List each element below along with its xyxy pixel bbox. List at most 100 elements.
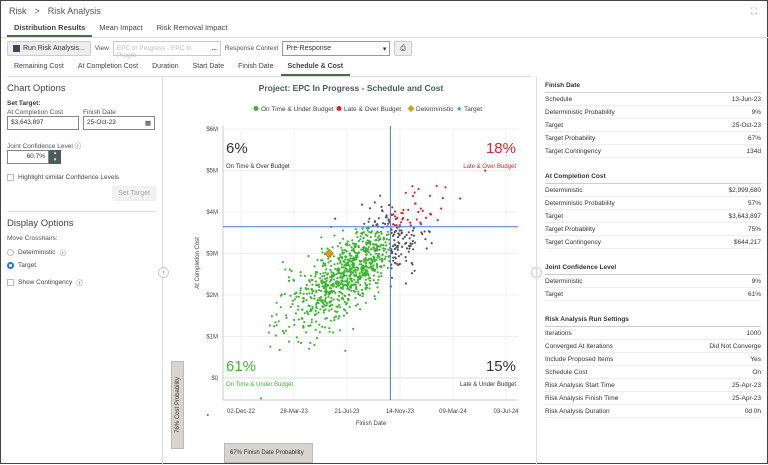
run-risk-analysis-button[interactable]: Run Risk Analysis... [7, 41, 91, 56]
scatter-point [410, 272, 414, 275]
help-icon[interactable]: ⓘ [74, 143, 82, 150]
cost-probability-tab[interactable]: 76% Cost Probability [171, 361, 184, 449]
finish-date-input[interactable]: 25-Oct-23 ▦ [83, 116, 155, 130]
date-probability-tab[interactable]: 67% Finish Date Probability [224, 443, 313, 463]
deterministic-marker[interactable] [324, 248, 334, 259]
subtab-at-completion-cost[interactable]: At Completion Cost [77, 63, 139, 70]
scatter-point [325, 288, 328, 291]
help-icon[interactable]: ⓘ [59, 250, 67, 257]
scatter-point [401, 245, 404, 248]
scatter-point [307, 324, 310, 327]
scatter-point [321, 265, 325, 268]
result-row: Target $3,643,897 [545, 210, 761, 223]
subtab-remaining-cost[interactable]: Remaining Cost [14, 63, 64, 70]
scatter-point [348, 265, 351, 268]
response-context-select[interactable]: Pre-Response ▾ [282, 41, 391, 56]
scatter-point [354, 243, 357, 246]
breadcrumb-root[interactable]: Risk [9, 6, 27, 16]
scatter-point [376, 286, 379, 289]
scatter-point [323, 290, 326, 293]
tab-risk-removal-impact[interactable]: Risk Removal Impact [156, 23, 228, 32]
set-target-button[interactable]: Set Target [112, 186, 156, 201]
tab-mean-impact[interactable]: Mean Impact [99, 23, 143, 32]
print-button[interactable]: ⎙ [394, 41, 412, 56]
scatter-point [459, 197, 462, 200]
scatter-point [333, 319, 336, 322]
subtab-finish-date[interactable]: Finish Date [238, 63, 274, 70]
scatter-point [322, 272, 325, 275]
jcl-input[interactable]: 60.7% [7, 150, 49, 164]
scatter-point [328, 301, 331, 304]
collapse-left-button[interactable]: ‹ [158, 267, 169, 278]
scatter-point [348, 305, 351, 309]
result-row: Deterministic $2,999,680 [545, 184, 761, 197]
legend-item[interactable]: Deterministic [407, 104, 454, 113]
legend-item[interactable]: Late & Over Budget [336, 106, 402, 113]
y-tick-label: $4M [206, 210, 218, 216]
scatter-point [354, 283, 357, 286]
scatter-point [341, 292, 344, 295]
scatter-point [382, 247, 385, 250]
highlight-checkbox[interactable] [7, 174, 14, 181]
help-icon[interactable]: ⓘ [76, 280, 83, 287]
scatter-point [327, 257, 330, 260]
scatter-point [279, 306, 282, 309]
scatter-point [378, 248, 381, 251]
view-more-button[interactable]: ... [211, 45, 217, 52]
scatter-point [334, 267, 337, 270]
scatter-point [340, 263, 343, 266]
scatter-point [308, 304, 311, 307]
scatter-point [381, 259, 384, 262]
scatter-point [383, 257, 386, 261]
scatter-point [335, 305, 338, 308]
result-key: Include Proposed Items [545, 355, 614, 363]
breadcrumb: Risk > Risk Analysis [9, 6, 109, 16]
result-row: Converged At Iterations Did Not Converge [545, 340, 761, 353]
deterministic-radio[interactable] [7, 248, 14, 256]
scatter-point [391, 245, 394, 248]
view-field[interactable]: EPC In Progress - EPC In Progre... [112, 41, 221, 59]
jcl-stepper[interactable]: ▴ ▾ [49, 150, 61, 164]
chevron-down-icon: ▾ [382, 46, 387, 53]
scatter-point [344, 309, 347, 312]
scatter-point [305, 331, 308, 334]
scatter-point [484, 169, 487, 172]
scatter-point [357, 239, 361, 243]
response-context-value: Pre-Response [286, 45, 332, 52]
scatter-point [309, 324, 312, 327]
scatter-point [441, 197, 444, 200]
scatter-point [352, 269, 355, 272]
result-key: Deterministic [545, 186, 583, 194]
scatter-point [377, 231, 380, 234]
subtab-duration[interactable]: Duration [152, 63, 179, 70]
scatter-point [360, 267, 363, 270]
scatter-point [354, 271, 357, 274]
scatter-point [328, 291, 331, 294]
scatter-point [362, 236, 365, 239]
scatter-point [411, 242, 414, 245]
tab-distribution-results[interactable]: Distribution Results [7, 19, 93, 37]
subtab-start-date[interactable]: Start Date [192, 63, 225, 70]
legend-item[interactable]: On Time & Under Budget [253, 106, 334, 113]
show-contingency-checkbox[interactable] [7, 278, 14, 286]
legend-item[interactable]: ★ Target [456, 105, 482, 113]
scatter-point [362, 292, 365, 295]
subtab-schedule-cost[interactable]: Schedule & Cost [280, 60, 351, 76]
scatter-point [332, 331, 335, 334]
scatter-point [332, 255, 335, 258]
calendar-icon[interactable]: ▦ [144, 120, 151, 127]
scatter-point [365, 253, 368, 256]
at-completion-cost-input[interactable]: $3,643,897 [7, 116, 79, 130]
x-tick-label: 14-Nov-23 [386, 409, 415, 415]
scatter-point [332, 271, 335, 275]
scatter-point [393, 233, 396, 236]
scatter-point [299, 289, 302, 292]
scatter-point [365, 286, 368, 289]
target-radio[interactable] [7, 262, 14, 269]
scatter-point [321, 300, 324, 303]
scatter-point [333, 278, 336, 281]
scatter-point [395, 224, 398, 227]
result-value: $2,999,680 [728, 186, 761, 194]
scatter-point [412, 234, 416, 237]
expand-icon[interactable]: ⛶ [750, 6, 757, 16]
